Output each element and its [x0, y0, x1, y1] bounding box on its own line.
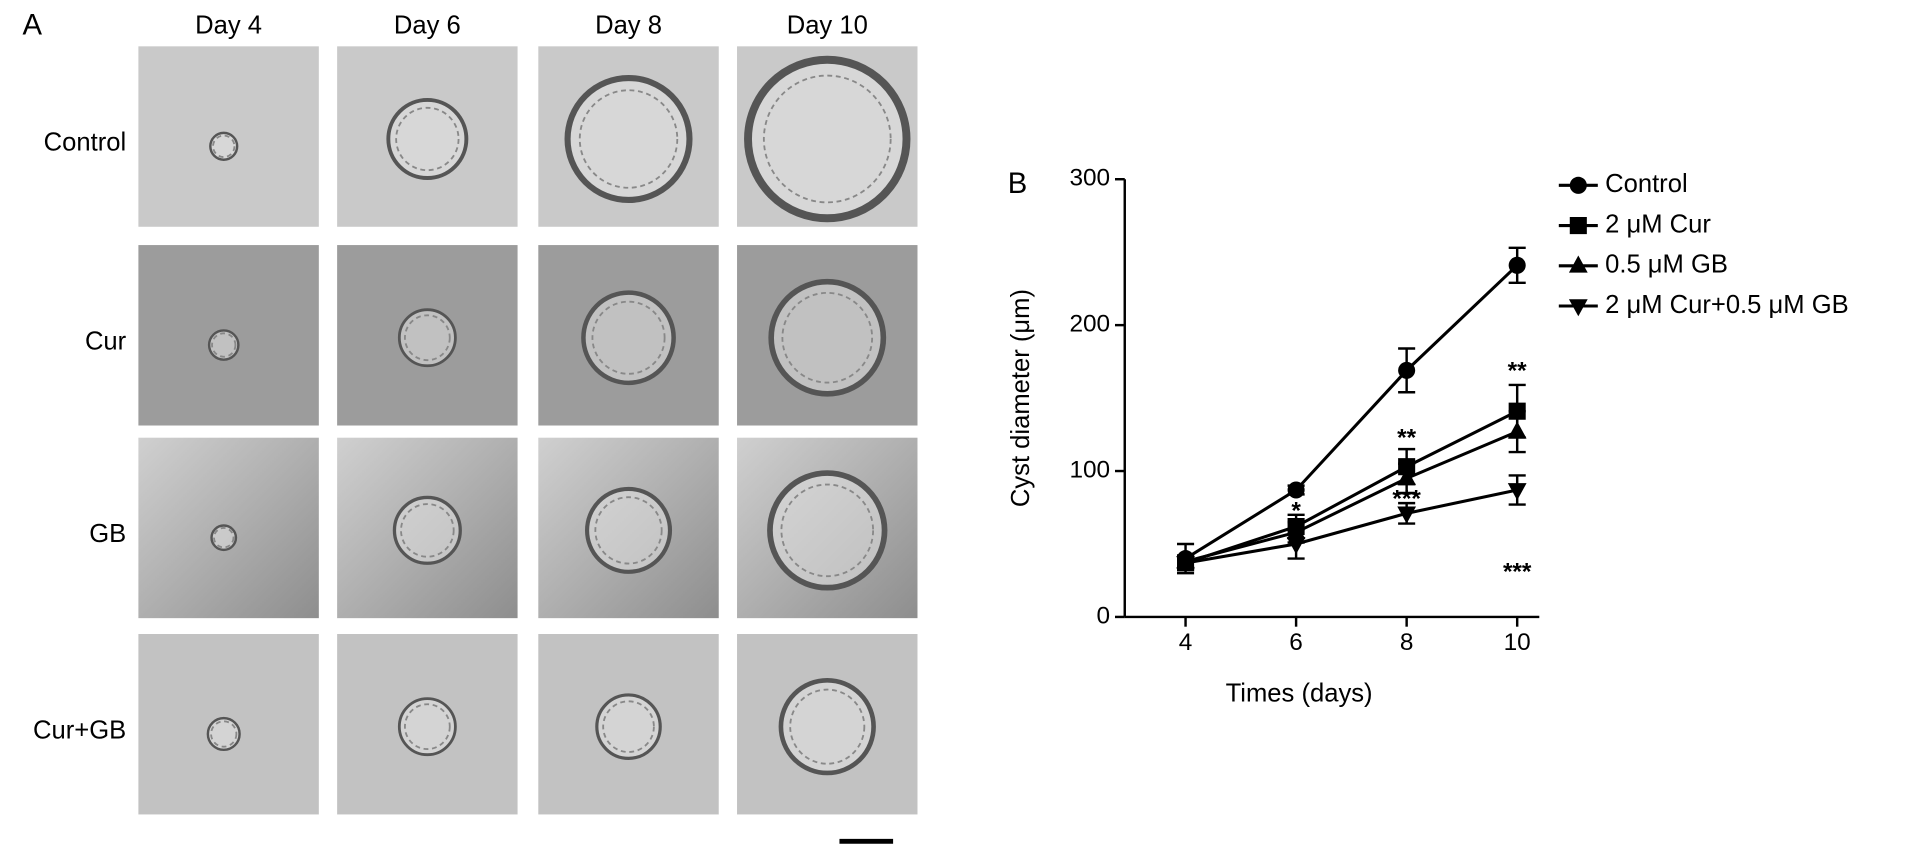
- marker: [1176, 556, 1195, 574]
- cyst-inner: [762, 74, 892, 204]
- marker: [1508, 256, 1526, 274]
- marker: [1568, 299, 1588, 317]
- legend-label: 2 μM Cur+0.5 μM GB: [1605, 291, 1849, 319]
- marker: [1398, 361, 1416, 379]
- row-label: Cur+GB: [33, 716, 126, 744]
- cyst: [392, 495, 462, 565]
- cyst: [564, 74, 693, 204]
- panel-label: B: [1008, 168, 1028, 200]
- x-axis-label: Times (days): [1226, 680, 1373, 708]
- annotation: ***: [1392, 486, 1421, 513]
- cyst: [595, 693, 662, 760]
- row-label: Control: [44, 129, 127, 157]
- marker: [1507, 421, 1527, 439]
- cyst-inner: [594, 496, 663, 565]
- series-line: [1185, 430, 1518, 563]
- cyst-inner: [591, 300, 666, 375]
- column-header: Day 6: [394, 12, 461, 40]
- cyst-inner: [602, 700, 655, 753]
- cyst: [581, 290, 676, 386]
- legend-label: 0.5 μM GB: [1605, 251, 1728, 279]
- annotation: ***: [1503, 559, 1532, 586]
- cyst-inner: [395, 106, 460, 172]
- cyst-inner: [210, 720, 238, 748]
- cyst-inner: [404, 703, 451, 751]
- x-tick-label: 10: [1504, 629, 1531, 656]
- series-line: [1185, 409, 1518, 565]
- x-tick-label: 4: [1179, 629, 1193, 656]
- panel-label: A: [23, 10, 43, 42]
- cyst: [397, 697, 457, 757]
- x-tick-label: 6: [1289, 629, 1303, 656]
- marker: [1569, 217, 1587, 235]
- cyst-inner: [578, 89, 679, 189]
- cyst-inner: [400, 503, 455, 558]
- series-line: [1185, 488, 1518, 565]
- marker: [1569, 176, 1587, 194]
- cyst: [206, 716, 241, 752]
- y-tick-label: 100: [1069, 456, 1110, 483]
- cyst-inner: [789, 688, 866, 765]
- annotation: **: [1397, 424, 1416, 451]
- marker: [1286, 537, 1306, 555]
- cyst: [584, 486, 673, 574]
- x-tick-label: 8: [1400, 629, 1414, 656]
- cyst-inner: [780, 483, 875, 578]
- cyst-inner: [781, 291, 874, 384]
- cyst-inner: [211, 332, 237, 358]
- marker: [1287, 481, 1305, 499]
- y-axis-label: Cyst diameter (μm): [1007, 289, 1035, 507]
- row-label: Cur: [85, 327, 127, 355]
- cyst: [397, 308, 457, 368]
- y-tick-label: 300: [1069, 165, 1110, 192]
- cyst-inner: [213, 527, 235, 549]
- annotation: **: [1508, 357, 1527, 384]
- cyst-inner: [404, 314, 451, 362]
- marker: [1507, 483, 1527, 501]
- column-header: Day 8: [595, 12, 662, 40]
- column-header: Day 10: [787, 12, 868, 40]
- legend-label: Control: [1605, 170, 1688, 198]
- column-header: Day 4: [195, 12, 262, 40]
- y-tick-label: 0: [1097, 602, 1111, 629]
- cyst: [210, 524, 238, 552]
- y-tick-label: 200: [1069, 311, 1110, 338]
- row-label: GB: [89, 520, 126, 548]
- cyst: [767, 470, 888, 591]
- cyst: [386, 98, 469, 180]
- series-line: [1184, 264, 1519, 560]
- cyst: [207, 329, 240, 361]
- legend-label: 2 μM Cur: [1605, 210, 1711, 238]
- cyst: [209, 131, 239, 161]
- cyst: [778, 678, 876, 776]
- marker: [1397, 468, 1417, 486]
- cyst: [768, 278, 887, 397]
- cyst: [744, 55, 911, 223]
- annotation: *: [1291, 497, 1301, 524]
- marker: [1397, 506, 1417, 524]
- marker: [1568, 255, 1588, 273]
